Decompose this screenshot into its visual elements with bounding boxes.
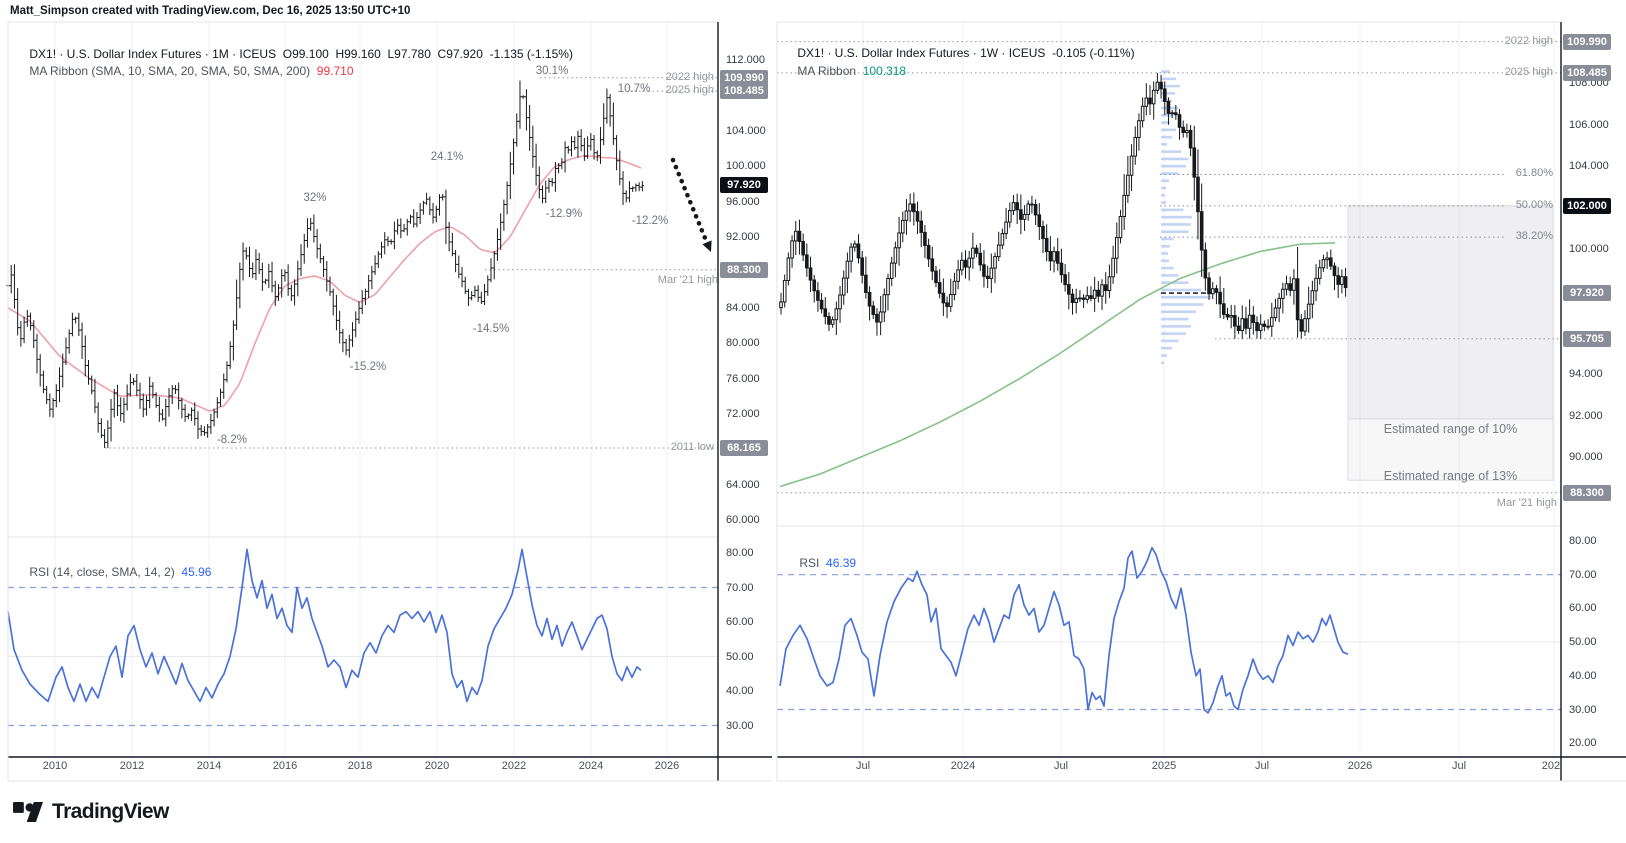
time-axis-label: 2014 bbox=[196, 760, 222, 772]
tradingview-logo[interactable]: TradingView bbox=[13, 799, 169, 825]
price-axis-label: 100.000 bbox=[1569, 243, 1609, 256]
price-axis-label: 60.000 bbox=[726, 514, 760, 527]
rsi-axis-label: 60.00 bbox=[1569, 602, 1597, 615]
price-badge: 109.990 bbox=[720, 69, 768, 86]
left-legend-ohlc-values: O99.100 H99.160 L97.780 C97.920 -1.135 (… bbox=[282, 47, 573, 61]
time-axis-label: 2026 bbox=[654, 760, 680, 772]
tradingview-logo-text: TradingView bbox=[52, 800, 169, 823]
price-axis-label: 72.000 bbox=[726, 408, 760, 420]
price-axis-label: 84.000 bbox=[726, 301, 760, 314]
time-axis-label: 2027 bbox=[1541, 760, 1561, 772]
right-rsi-label: RSI bbox=[799, 556, 820, 570]
left-price-axis[interactable]: 112.000 104.000 100.000 96.000 92.000 84.000 8… bbox=[718, 22, 772, 757]
left-ma-ribbon-label: MA Ribbon (SMA, 10, SMA, 20, SMA, 50, SM… bbox=[29, 64, 311, 78]
time-axis-label: 2022 bbox=[501, 760, 527, 772]
price-axis-label: 112.000 bbox=[726, 54, 765, 66]
time-axis-label: 2024 bbox=[578, 760, 604, 772]
rsi-axis-label: 80.00 bbox=[726, 547, 754, 559]
right-ma-ribbon-value: 100.318 bbox=[862, 64, 907, 78]
attribution-text: Matt_Simpson created with TradingView.co… bbox=[10, 5, 411, 17]
left-rsi-legend[interactable]: RSI (14, close, SMA, 14, 2) 45.96 bbox=[16, 551, 211, 593]
left-chart-legend[interactable]: DX1! · U.S. Dollar Index Futures · 1M · … bbox=[16, 33, 573, 75]
rsi-axis-label: 60.00 bbox=[726, 616, 754, 628]
rsi-axis-label: 40.00 bbox=[1569, 669, 1597, 682]
price-badge: 102.000 bbox=[1563, 197, 1611, 214]
time-axis-label: 2025 bbox=[1151, 760, 1177, 772]
left-legend-title: DX1! · U.S. Dollar Index Futures · 1M · … bbox=[29, 47, 277, 61]
right-ma-ribbon-label: MA Ribbon bbox=[797, 64, 857, 78]
price-axis-label: 80.000 bbox=[726, 337, 760, 350]
time-axis-label: Jul bbox=[1053, 760, 1069, 772]
left-ma-ribbon-legend[interactable]: MA Ribbon (SMA, 10, SMA, 20, SMA, 50, SM… bbox=[16, 50, 354, 92]
price-axis-label: 92.000 bbox=[1569, 409, 1603, 422]
price-badge: 109.990 bbox=[1563, 33, 1611, 50]
price-axis-label: 94.000 bbox=[1569, 368, 1603, 381]
price-axis-label: 76.000 bbox=[726, 372, 760, 385]
right-time-axis[interactable]: Jul 2024 Jul 2025 Jul 2026 Jul 2027 bbox=[777, 758, 1561, 778]
price-badge: 88.300 bbox=[1563, 484, 1611, 501]
price-axis-label: 92.000 bbox=[726, 231, 760, 243]
price-axis-label: 104.000 bbox=[1569, 160, 1609, 173]
price-badge: 95.705 bbox=[1563, 330, 1611, 347]
price-badge: 68.165 bbox=[720, 439, 768, 456]
time-axis-label: 2010 bbox=[42, 760, 68, 772]
price-badge: 108.485 bbox=[720, 83, 768, 100]
left-ma-ribbon-value: 99.710 bbox=[316, 64, 354, 78]
right-price-axis[interactable]: 108.000 106.000 104.000 100.000 94.000 92.000… bbox=[1561, 22, 1626, 757]
rsi-axis-label: 70.00 bbox=[1569, 568, 1597, 581]
price-badge: 97.920 bbox=[1563, 284, 1611, 301]
price-axis-label: 96.000 bbox=[726, 195, 760, 208]
price-axis-label: 106.000 bbox=[1569, 118, 1609, 131]
time-axis-label: 2020 bbox=[424, 760, 450, 772]
rsi-axis-label: 30.00 bbox=[1569, 703, 1597, 716]
price-badge: 108.485 bbox=[1563, 64, 1611, 81]
rsi-axis-label: 40.00 bbox=[726, 685, 754, 697]
time-axis-label: 2012 bbox=[119, 760, 145, 772]
time-axis-label: Jul bbox=[1254, 760, 1270, 772]
rsi-axis-label: 50.00 bbox=[1569, 636, 1597, 649]
rsi-axis-label: 70.00 bbox=[726, 581, 754, 594]
left-rsi-value: 45.96 bbox=[181, 565, 212, 579]
right-legend-change-value: -0.105 (-0.11%) bbox=[1052, 46, 1135, 60]
right-chart-legend[interactable]: DX1! · U.S. Dollar Index Futures · 1W · … bbox=[784, 32, 1135, 74]
time-axis-label: Jul bbox=[1451, 760, 1467, 772]
rsi-axis-label: 20.00 bbox=[1569, 737, 1597, 750]
rsi-axis-label: 50.00 bbox=[726, 650, 754, 663]
rsi-axis-label: 80.00 bbox=[1569, 535, 1597, 547]
tradingview-logo-icon bbox=[13, 802, 43, 822]
right-rsi-value: 46.39 bbox=[826, 556, 857, 570]
price-badge: 88.300 bbox=[720, 261, 768, 278]
time-axis-label: 2016 bbox=[272, 760, 298, 772]
time-axis-label: Jul bbox=[855, 760, 871, 772]
left-rsi-label: RSI (14, close, SMA, 14, 2) bbox=[29, 565, 175, 579]
price-axis-label: 104.000 bbox=[726, 124, 766, 137]
time-axis-label: 2026 bbox=[1347, 760, 1373, 772]
time-axis-label: 2018 bbox=[347, 760, 373, 772]
left-time-axis[interactable]: 2010 2012 2014 2016 2018 2020 2022 2024 2026 bbox=[0, 758, 772, 778]
time-axis-label: 2024 bbox=[950, 760, 976, 772]
price-axis-label: 100.000 bbox=[726, 160, 766, 173]
price-axis-label: 64.000 bbox=[726, 478, 760, 491]
price-axis-label: 90.000 bbox=[1569, 451, 1603, 464]
price-badge: 97.920 bbox=[720, 176, 768, 193]
right-legend-title: DX1! · U.S. Dollar Index Futures · 1W · … bbox=[797, 46, 1046, 60]
right-rsi-legend[interactable]: RSI 46.39 bbox=[786, 542, 856, 584]
rsi-axis-label: 30.00 bbox=[726, 719, 754, 732]
right-ma-ribbon-legend[interactable]: MA Ribbon 100.318 bbox=[784, 50, 906, 92]
